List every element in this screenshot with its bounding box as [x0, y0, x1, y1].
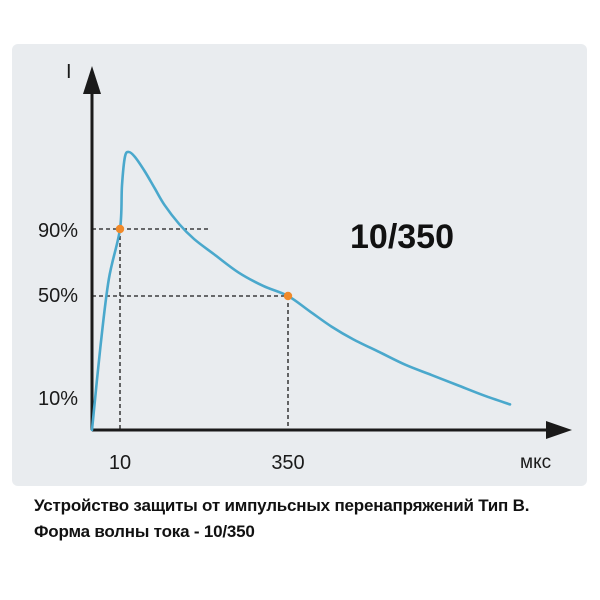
x-tick-10: 10 — [109, 452, 131, 474]
marker-point-1 — [283, 291, 293, 301]
chart-title: 10/350 — [350, 218, 454, 256]
caption-line-2: Форма волны тока - 10/350 — [34, 522, 255, 541]
figure-caption: Устройство защиты от импульсных перенапр… — [34, 493, 584, 545]
y-axis-arrow — [83, 66, 101, 94]
markers — [115, 224, 293, 301]
x-tick-350: 350 — [271, 452, 304, 474]
chart-panel — [12, 44, 587, 486]
series-line — [90, 150, 512, 432]
y-axis-label: I — [66, 61, 72, 83]
caption-line-1: Устройство защиты от импульсных перенапр… — [34, 496, 530, 515]
x-axis-arrow — [546, 421, 572, 439]
y-tick-50: 50% — [38, 285, 78, 307]
axes — [83, 66, 572, 439]
y-tick-90: 90% — [38, 220, 78, 242]
x-axis-label: мкс — [520, 452, 551, 473]
marker-point-0 — [115, 224, 125, 234]
y-tick-10: 10% — [38, 388, 78, 410]
guide-lines — [92, 228, 289, 430]
